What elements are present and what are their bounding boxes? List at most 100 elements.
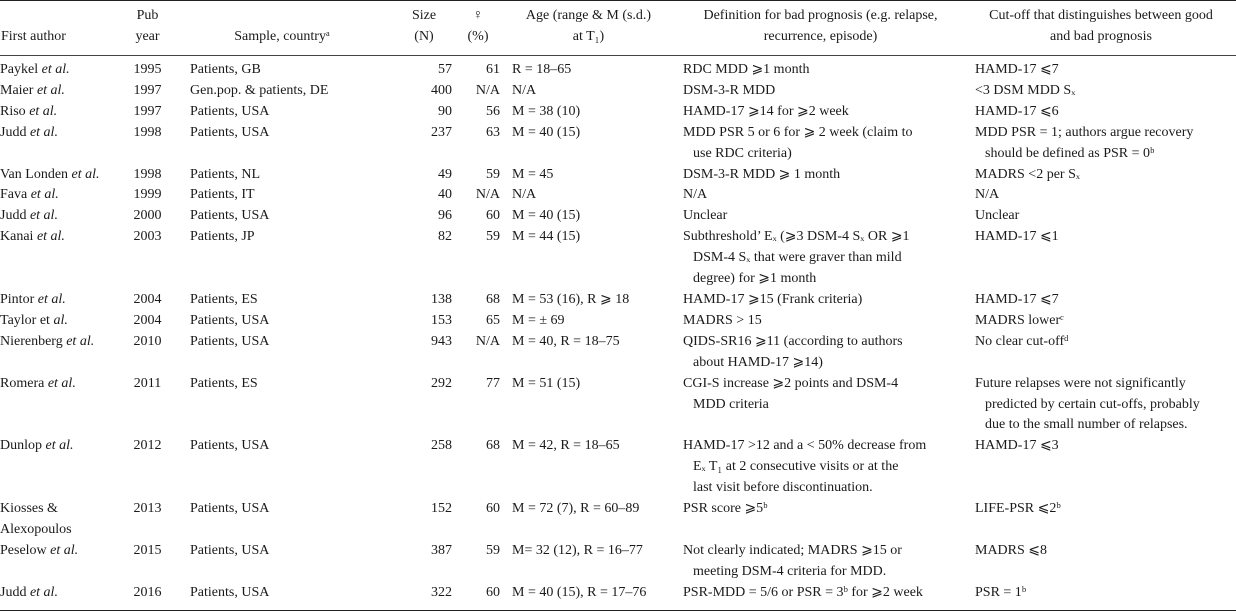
cell-sample-country: Patients, GB bbox=[190, 62, 261, 77]
cell-size: 40 bbox=[438, 187, 452, 203]
cell-first-author: Peselow et al. bbox=[0, 541, 125, 583]
cell-definition: CGI-S increase ⩾2 points and DSM-4 MDD c… bbox=[683, 375, 899, 412]
author-name: Judd bbox=[0, 584, 27, 600]
cell-sample-country: Patients, USA bbox=[190, 501, 270, 517]
header-cutoff: Cut-off that distinguishes between good … bbox=[989, 8, 1213, 44]
author-name: Dunlop bbox=[0, 438, 42, 454]
cell-size: 153 bbox=[431, 312, 452, 328]
cell-definition: N/A bbox=[683, 187, 708, 203]
cell-female-percent: 61 bbox=[486, 62, 500, 77]
cell-pub-year: 1997 bbox=[133, 82, 162, 98]
cell-first-author: Paykel et al. bbox=[0, 56, 125, 81]
cell-cutoff: LIFE-PSR ⩽2ᵇ bbox=[975, 501, 1061, 517]
author-name: Peselow bbox=[0, 542, 47, 558]
cell-first-author: Kiosses & Alexopoulos bbox=[0, 499, 125, 541]
author-suffix: al. bbox=[53, 312, 68, 328]
table-body: Paykel et al. 1995 Patients, GB 57 61 R = 18–… bbox=[0, 56, 1236, 611]
cell-pub-year: 2000 bbox=[133, 208, 162, 224]
cell-first-author: Pintor et al. bbox=[0, 290, 125, 311]
cell-pub-year: 2013 bbox=[133, 501, 162, 517]
cell-female-percent: 60 bbox=[486, 584, 500, 600]
header-first-author: First author bbox=[1, 29, 66, 44]
author-name: Fava bbox=[0, 187, 28, 203]
author-name: Riso bbox=[0, 103, 26, 119]
cell-size: 237 bbox=[431, 124, 452, 140]
header-size: Size (N) bbox=[411, 8, 437, 44]
cell-pub-year: 2004 bbox=[133, 291, 162, 307]
cell-definition: MADRS > 15 bbox=[683, 312, 762, 328]
cell-cutoff: PSR = 1ᵇ bbox=[975, 584, 1027, 600]
table-header: First author Pub year Sample, countryᵃ S… bbox=[0, 0, 1236, 56]
cell-definition: MDD PSR 5 or 6 for ⩾ 2 week (claim to us… bbox=[683, 124, 913, 161]
cell-size: 138 bbox=[431, 291, 452, 307]
table-row: Kanai et al. 2003 Patients, JP 82 59 M = 44 (… bbox=[0, 227, 1236, 290]
cell-first-author: Judd et al. bbox=[0, 123, 125, 165]
cell-sample-country: Patients, USA bbox=[190, 208, 270, 224]
author-suffix: et al. bbox=[29, 208, 58, 224]
author-suffix: et al. bbox=[41, 62, 70, 77]
cell-sample-country: Patients, USA bbox=[190, 542, 270, 558]
author-name: Pintor bbox=[0, 291, 35, 307]
author-name: Kanai bbox=[0, 229, 34, 245]
author-name: Maier bbox=[0, 82, 34, 98]
table-row: Kiosses & Alexopoulos 2013 Patients, USA 1… bbox=[0, 499, 1236, 541]
cell-female-percent: 59 bbox=[486, 166, 500, 182]
cell-pub-year: 2016 bbox=[133, 584, 162, 600]
cell-age: M = 40 (15) bbox=[512, 208, 581, 224]
author-name: Nierenberg bbox=[0, 333, 63, 349]
cell-sample-country: Patients, NL bbox=[190, 166, 260, 182]
cell-age: M = ± 69 bbox=[512, 312, 565, 328]
table-row: Taylor et al. 2004 Patients, USA 153 65 M = ±… bbox=[0, 311, 1236, 332]
author-suffix: et al. bbox=[66, 333, 95, 349]
cell-age: M = 40 (15), R = 17–76 bbox=[512, 584, 647, 600]
author-suffix: et al. bbox=[71, 166, 100, 182]
cell-sample-country: Patients, USA bbox=[190, 333, 270, 349]
header-definition: Definition for bad prognosis (e.g. relap… bbox=[703, 8, 938, 44]
cell-age: N/A bbox=[512, 82, 537, 98]
cell-first-author: Judd et al. bbox=[0, 583, 125, 610]
cell-pub-year: 1999 bbox=[133, 187, 162, 203]
author-name: Judd bbox=[0, 208, 27, 224]
cell-size: 322 bbox=[431, 584, 452, 600]
table-row: Judd et al. 1998 Patients, USA 237 63 M = 40 … bbox=[0, 123, 1236, 165]
cell-cutoff: N/A bbox=[975, 187, 1000, 203]
cell-sample-country: Patients, JP bbox=[190, 229, 255, 245]
cell-age: M= 32 (12), R = 16–77 bbox=[512, 542, 643, 558]
cell-sample-country: Patients, USA bbox=[190, 438, 270, 454]
cell-age: M = 40 (15) bbox=[512, 124, 581, 140]
cell-definition: PSR-MDD = 5/6 or PSR = 3ᵇ for ⩾2 week bbox=[683, 584, 923, 600]
cell-cutoff: HAMD-17 ⩽6 bbox=[975, 103, 1059, 119]
cell-sample-country: Patients, USA bbox=[190, 103, 270, 119]
cell-size: 57 bbox=[438, 62, 452, 77]
cell-size: 292 bbox=[431, 375, 452, 391]
table-row: Paykel et al. 1995 Patients, GB 57 61 R = 18–… bbox=[0, 56, 1236, 81]
table-row: Van Londen et al. 1998 Patients, NL 49 59 M =… bbox=[0, 165, 1236, 186]
cell-definition: DSM-3-R MDD ⩾ 1 month bbox=[683, 166, 841, 182]
cell-cutoff: HAMD-17 ⩽3 bbox=[975, 438, 1059, 454]
cell-pub-year: 2004 bbox=[133, 312, 162, 328]
cell-sample-country: Patients, USA bbox=[190, 584, 270, 600]
author-suffix: et al. bbox=[50, 542, 79, 558]
cell-age: M = 38 (10) bbox=[512, 103, 581, 119]
cell-definition: DSM-3-R MDD bbox=[683, 82, 776, 98]
cell-age: M = 45 bbox=[512, 166, 554, 182]
author-name: Van Londen bbox=[0, 166, 69, 182]
cell-size: 90 bbox=[438, 103, 452, 119]
cell-definition: QIDS-SR16 ⩾11 (according to authors abou… bbox=[683, 333, 903, 370]
cell-size: 152 bbox=[431, 501, 452, 517]
cell-first-author: Riso et al. bbox=[0, 102, 125, 123]
cell-age: N/A bbox=[512, 187, 537, 203]
cell-size: 258 bbox=[431, 438, 452, 454]
cell-first-author: Dunlop et al. bbox=[0, 436, 125, 499]
author-suffix: et al. bbox=[29, 103, 58, 119]
cell-pub-year: 1997 bbox=[133, 103, 162, 119]
header-age: Age (range & M (s.d.) at T₁) bbox=[525, 8, 652, 44]
cell-age: M = 40, R = 18–75 bbox=[512, 333, 620, 349]
cell-female-percent: 65 bbox=[486, 312, 500, 328]
table-row: Riso et al. 1997 Patients, USA 90 56 M = 38 (… bbox=[0, 102, 1236, 123]
cell-cutoff: MADRS ⩽8 bbox=[975, 542, 1048, 558]
cell-age: M = 51 (15) bbox=[512, 375, 581, 391]
cell-first-author: Kanai et al. bbox=[0, 227, 125, 290]
cell-pub-year: 2010 bbox=[133, 333, 162, 349]
